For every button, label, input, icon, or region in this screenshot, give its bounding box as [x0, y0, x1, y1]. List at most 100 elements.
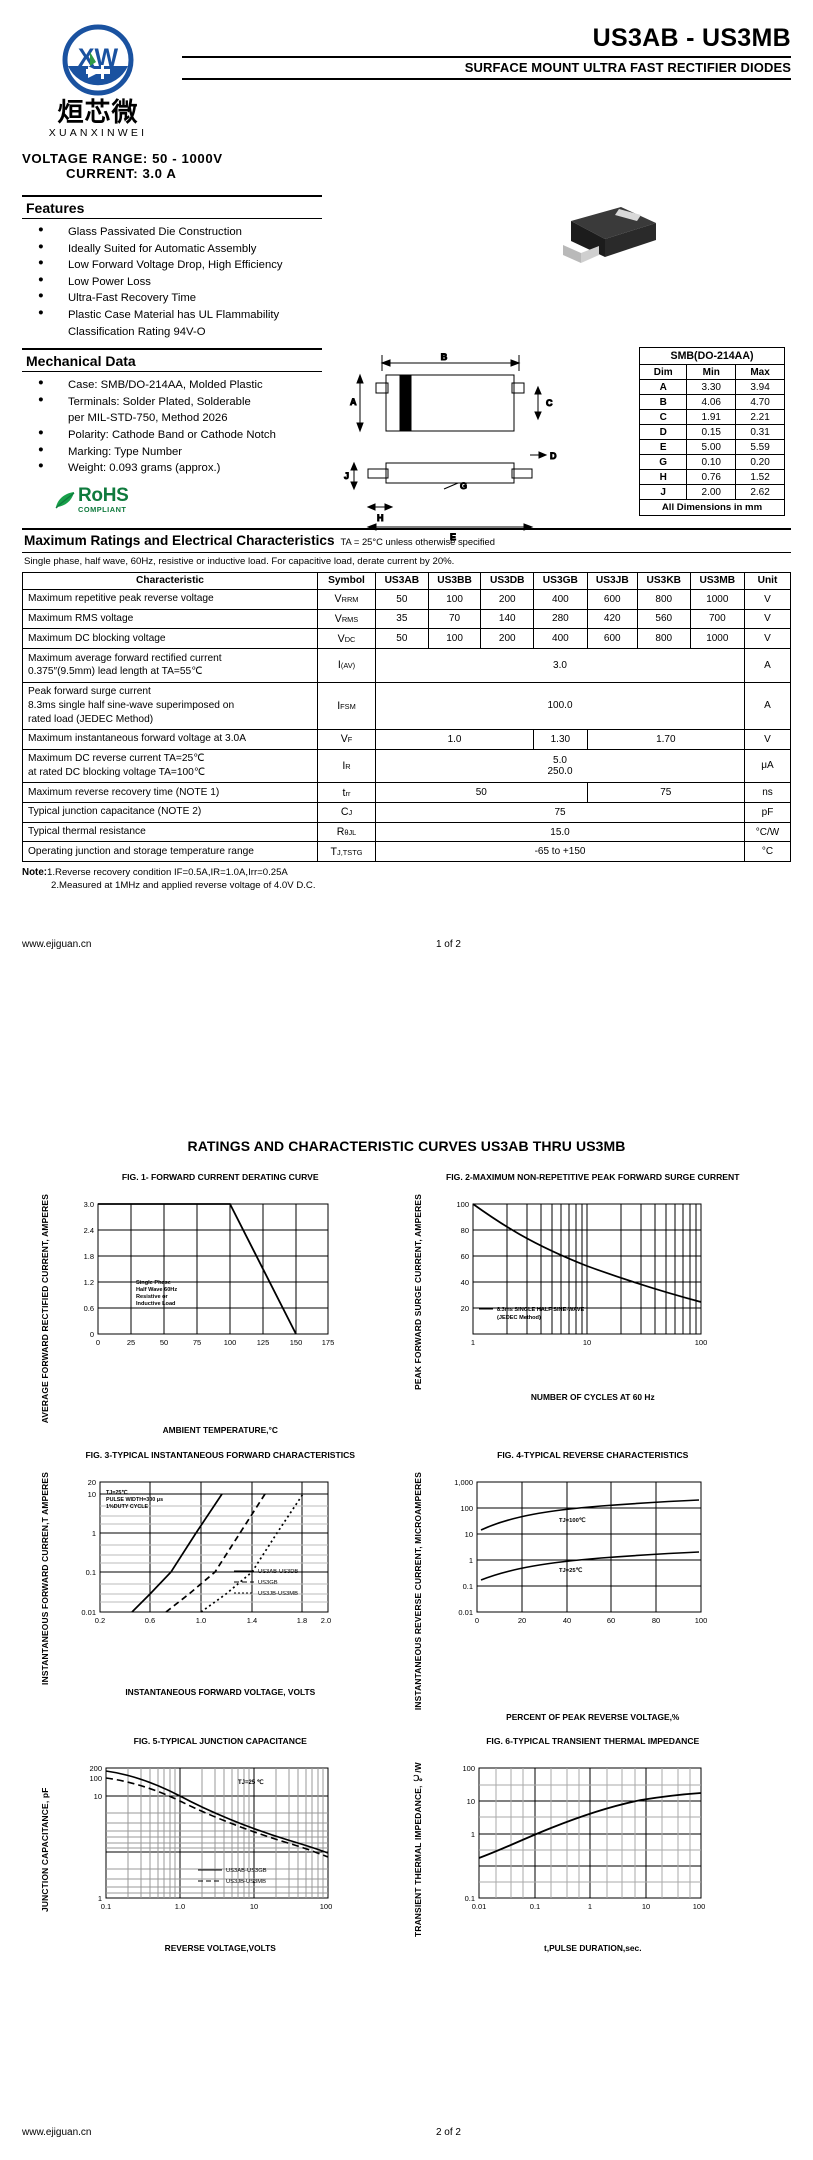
- column-header: US3MB: [689, 571, 746, 590]
- svg-text:1.0: 1.0: [175, 1902, 185, 1911]
- table-header-row: Characteristic Symbol US3AB US3BB US3DB …: [22, 571, 791, 590]
- svg-text:PULSE WIDTH=300 μs: PULSE WIDTH=300 μs: [106, 1497, 163, 1503]
- title-block: US3AB - US3MB SURFACE MOUNT ULTRA FAST R…: [174, 18, 791, 139]
- symbol-cell: trr: [317, 782, 376, 803]
- svg-text:B: B: [441, 352, 448, 362]
- y-axis-label: JUNCTION CAPACITANCE, pF: [40, 1787, 51, 1913]
- footer-page-number: 2 of 2: [435, 2127, 461, 2138]
- svg-text:1: 1: [470, 1830, 474, 1839]
- ratings-subnote: Single phase, half wave, 60Hz, resistive…: [24, 555, 455, 567]
- svg-text:1.8: 1.8: [297, 1616, 307, 1625]
- package-dimension-table: SMB(DO-214AA) Dim Min Max A 3.30 3.94 B 4.0…: [638, 347, 785, 516]
- table-row: D 0.15 0.31: [638, 424, 785, 440]
- list-item: per MIL-STD-750, Method 2026: [68, 412, 228, 425]
- svg-text:TJ=25℃: TJ=25℃: [559, 1567, 583, 1574]
- ratings-condition: TA = 25°C unless otherwise specified: [340, 535, 495, 547]
- footer-url: www.ejiguan.cn: [22, 939, 92, 951]
- svg-text:20: 20: [88, 1478, 96, 1487]
- table-row: H 0.76 1.52: [638, 469, 785, 485]
- x-axis-label: INSTANTANEOUS FORWARD VOLTAGE, VOLTS: [125, 1686, 316, 1697]
- symbol-cell: CJ: [317, 801, 376, 823]
- column-header: Characteristic: [22, 571, 318, 590]
- svg-text:40: 40: [562, 1616, 570, 1625]
- svg-text:0.2: 0.2: [95, 1616, 105, 1625]
- mechanical-heading: Mechanical Data: [22, 348, 322, 373]
- column-header: US3AB: [375, 571, 429, 590]
- svg-text:TJ=25℃: TJ=25℃: [106, 1489, 128, 1496]
- svg-text:1: 1: [587, 1902, 591, 1911]
- table-row: Maximum repetitive peak reverse voltage …: [22, 588, 791, 610]
- value-cell: 5.0 250.0: [375, 748, 745, 784]
- figure-3: FIG. 3-TYPICAL INSTANTANEOUS FORWARD CHA…: [34, 1450, 407, 1723]
- leaf-icon: [54, 490, 76, 510]
- y-axis-label: AVERAGE FORWARD RECTIFIED CURRENT, AMPER…: [40, 1194, 51, 1424]
- column-header: Min: [686, 364, 737, 380]
- list-item: Polarity: Cathode Band or Cathode Notch: [22, 426, 322, 444]
- list-item: Plastic Case Material has UL Flammabilit…: [22, 306, 322, 324]
- svg-text:1: 1: [470, 1338, 474, 1347]
- y-axis-label: INSTANTANEOUS FORWARD CURREN,T AMPERES: [40, 1471, 51, 1685]
- column-header: Symbol: [317, 571, 376, 590]
- page-header: XW 烜芯微 XUANXINWEI US3AB - US3MB SURFACE …: [0, 0, 813, 139]
- svg-text:3.0: 3.0: [84, 1200, 94, 1209]
- svg-text:2.0: 2.0: [321, 1616, 331, 1625]
- column-header: US3BB: [427, 571, 482, 590]
- y-axis-label: PEAK FORWARD SURGE CURRENT, AMPERES: [412, 1194, 423, 1390]
- current-rating: CURRENT: 3.0 A: [66, 166, 177, 181]
- figure-title: FIG. 1- FORWARD CURRENT DERATING CURVE: [121, 1172, 319, 1182]
- plot-area: 100 10 1 0.1 0.01 0.1 1 10 100: [431, 1758, 780, 1941]
- characteristic-cell: Maximum DC reverse current TA=25℃ at rat…: [22, 748, 318, 784]
- rohs-compliant-label: COMPLIANT: [78, 504, 127, 514]
- figure-title: FIG. 5-TYPICAL JUNCTION CAPACITANCE: [133, 1736, 307, 1747]
- list-item: Glass Passivated Die Construction: [22, 223, 322, 241]
- package-photo: [541, 193, 671, 278]
- company-logo: XW 烜芯微 XUANXINWEI: [22, 18, 174, 139]
- features-heading: Features: [22, 195, 322, 219]
- table-row: C 1.91 2.21: [638, 409, 785, 425]
- svg-text:25: 25: [127, 1338, 135, 1347]
- svg-text:US3JB-US3MB: US3JB-US3MB: [226, 1879, 266, 1885]
- svg-text:100: 100: [462, 1764, 475, 1773]
- table-row: Maximum DC reverse current TA=25℃ at rat…: [22, 748, 791, 784]
- svg-text:100: 100: [694, 1616, 707, 1625]
- list-item: Low Forward Voltage Drop, High Efficienc…: [22, 256, 322, 274]
- column-header: US3GB: [533, 571, 588, 590]
- svg-text:1: 1: [98, 1894, 102, 1903]
- figure-5: FIG. 5-TYPICAL JUNCTION CAPACITANCE JUNC…: [34, 1736, 407, 1954]
- column-header: US3JB: [586, 571, 638, 590]
- plot-area: 3.0 2.4 1.8 1.2 0.6 0 0 25 50 75 100 125 150 175 …: [58, 1194, 407, 1423]
- svg-text:0.01: 0.01: [81, 1608, 96, 1617]
- table-row: Typical thermal resistance RθJL 15.0 °C/…: [22, 821, 791, 843]
- svg-text:Single Phase: Single Phase: [136, 1280, 171, 1286]
- xxw-logo-icon: XW: [60, 22, 136, 98]
- svg-text:50: 50: [160, 1338, 168, 1347]
- table-notes: Note:1.Reverse recovery condition IF=0.5…: [22, 866, 791, 893]
- symbol-cell: IFSM: [317, 681, 376, 730]
- svg-text:100: 100: [460, 1504, 473, 1513]
- svg-text:G: G: [460, 481, 467, 491]
- curves-grid: FIG. 1- FORWARD CURRENT DERATING CURVE A…: [0, 1154, 813, 1954]
- svg-text:C: C: [546, 398, 553, 408]
- table-row: Maximum reverse recovery time (NOTE 1) t…: [22, 782, 791, 803]
- features-list: Glass Passivated Die Construction Ideall…: [22, 223, 322, 340]
- svg-text:40: 40: [460, 1278, 468, 1287]
- svg-text:0: 0: [96, 1338, 100, 1347]
- symbol-cell: VRMS: [317, 608, 376, 630]
- x-axis-label: REVERSE VOLTAGE,VOLTS: [164, 1943, 276, 1954]
- table-row: Maximum instantaneous forward voltage at…: [22, 728, 791, 750]
- package-outline-drawing: B A C D: [324, 337, 564, 552]
- svg-text:1: 1: [468, 1556, 472, 1565]
- column-header: Unit: [744, 571, 791, 590]
- svg-text:A: A: [350, 397, 357, 407]
- footer-page-number: 1 of 2: [435, 939, 461, 951]
- svg-text:2.4: 2.4: [84, 1226, 94, 1235]
- svg-text:J: J: [344, 471, 349, 481]
- svg-text:175: 175: [322, 1338, 335, 1347]
- svg-text:100: 100: [694, 1338, 707, 1347]
- list-item: Classification Rating 94V-O: [68, 325, 206, 338]
- svg-text:0: 0: [90, 1330, 94, 1339]
- svg-text:1: 1: [92, 1529, 96, 1538]
- y-axis-label: INSTANTANEOUS REVERSE CURRENT, MICROAMPE…: [412, 1471, 423, 1710]
- svg-text:100: 100: [89, 1774, 102, 1783]
- svg-text:100: 100: [456, 1200, 469, 1209]
